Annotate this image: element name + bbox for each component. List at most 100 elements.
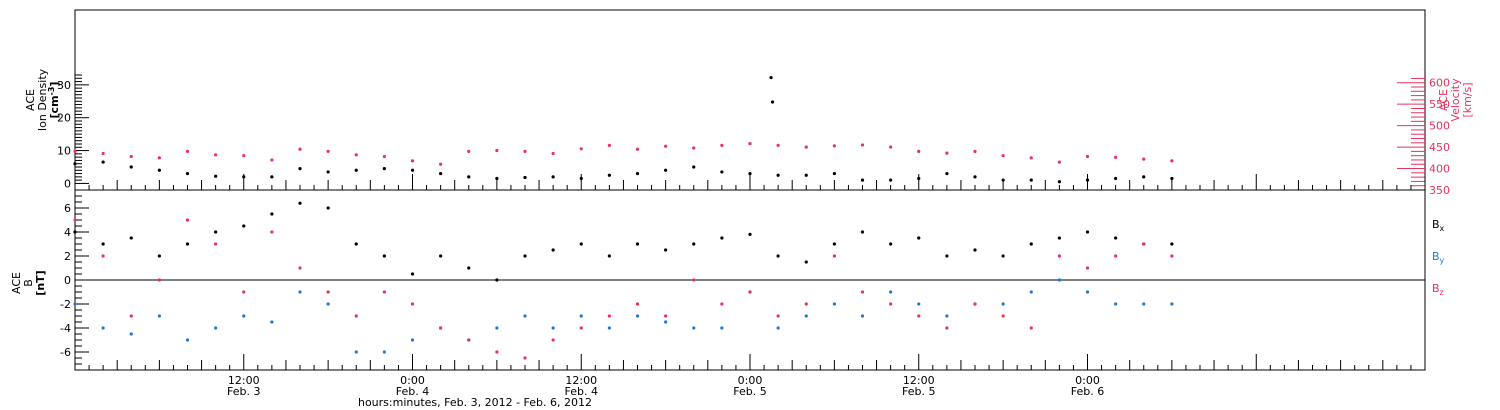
bottom-left-tick-label: 4 bbox=[64, 226, 71, 239]
density-point bbox=[298, 167, 302, 171]
bz-point bbox=[1001, 314, 1005, 318]
bx-point bbox=[185, 242, 190, 246]
bz-point bbox=[1142, 242, 1146, 246]
bx-point bbox=[467, 266, 471, 270]
density-point bbox=[185, 171, 190, 176]
bottom-left-tick-label: -4 bbox=[60, 322, 71, 335]
velocity-point bbox=[860, 143, 865, 147]
velocity-point bbox=[1170, 159, 1174, 163]
by-point bbox=[692, 326, 696, 330]
bx-point bbox=[354, 242, 358, 246]
bottom-left-tick-label: 6 bbox=[64, 202, 71, 215]
bz-point bbox=[354, 314, 358, 318]
bottom-left-tick-label: -2 bbox=[60, 298, 71, 311]
top-right-tick-label: 550 bbox=[1429, 98, 1450, 111]
density-point bbox=[635, 171, 640, 176]
legend-bx: Bx bbox=[1432, 218, 1445, 233]
bz-point bbox=[270, 230, 274, 234]
by-point bbox=[1114, 302, 1118, 306]
velocity-point bbox=[214, 153, 218, 157]
density-point bbox=[157, 168, 161, 172]
panel-top-frame bbox=[74, 9, 1426, 191]
bottom-left-axis: -6 -4 -2 0 2 4 6 bbox=[60, 195, 89, 365]
by-point bbox=[523, 314, 527, 318]
legend-by-subscript: y bbox=[1440, 256, 1445, 265]
top-right-tick-label: 450 bbox=[1429, 141, 1450, 154]
velocity-point bbox=[635, 147, 640, 151]
x-axis-title: hours:minutes, Feb. 3, 2012 - Feb. 6, 20… bbox=[358, 396, 592, 409]
density-point bbox=[1114, 176, 1118, 181]
top-right-tick-label: 350 bbox=[1429, 184, 1450, 197]
by-point bbox=[495, 326, 499, 330]
velocity-point bbox=[1029, 156, 1033, 160]
bx-point bbox=[889, 242, 893, 246]
bz-point bbox=[495, 350, 499, 354]
velocity-point bbox=[917, 149, 921, 153]
bz-point bbox=[157, 278, 161, 282]
velocity-point bbox=[1142, 157, 1146, 161]
x-tick-time-label: 12:00 bbox=[565, 374, 597, 387]
density-point bbox=[129, 165, 133, 169]
velocity-point bbox=[101, 151, 105, 156]
x-tick-time-label: 12:00 bbox=[228, 374, 260, 387]
velocity-point bbox=[523, 149, 527, 153]
bz-point bbox=[607, 314, 611, 318]
velocity-point bbox=[579, 147, 583, 151]
density-point bbox=[776, 173, 780, 177]
by-point bbox=[1029, 290, 1033, 294]
bx-point bbox=[1029, 242, 1033, 246]
bx-point bbox=[804, 260, 808, 264]
velocity-point bbox=[804, 145, 808, 149]
bz-point bbox=[917, 314, 921, 318]
bx-point bbox=[382, 254, 386, 258]
density-point bbox=[1085, 178, 1090, 182]
x-tick-date-label: Feb. 5 bbox=[733, 385, 766, 398]
bz-point bbox=[832, 254, 836, 258]
bottom-label-line1: ACE bbox=[10, 272, 23, 294]
velocity-point bbox=[270, 158, 274, 162]
velocity-point bbox=[551, 151, 555, 156]
velocity-point bbox=[692, 146, 696, 150]
bx-point bbox=[720, 236, 724, 240]
top-right-tick-label: 500 bbox=[1429, 120, 1450, 133]
bx-point bbox=[214, 230, 218, 234]
density-point bbox=[664, 168, 668, 172]
bx-point bbox=[973, 248, 977, 252]
bz-point bbox=[185, 218, 190, 222]
bx-point bbox=[832, 242, 836, 246]
density-point bbox=[467, 175, 471, 179]
velocity-point bbox=[467, 149, 471, 153]
velocity-point bbox=[298, 147, 302, 151]
density-point bbox=[748, 171, 752, 176]
bz-point bbox=[467, 338, 471, 342]
bx-point bbox=[748, 232, 752, 236]
bz-point bbox=[382, 290, 386, 294]
legend-bz: Bz bbox=[1432, 282, 1444, 297]
by-point bbox=[242, 314, 246, 318]
top-left-label-line2: Ion Density bbox=[36, 68, 49, 131]
bx-point bbox=[326, 206, 330, 210]
density-point bbox=[354, 168, 358, 172]
top-right-label-line2: Velocity bbox=[1449, 78, 1462, 122]
velocity-point bbox=[73, 149, 77, 153]
velocity-point bbox=[973, 149, 977, 153]
top-left-tick-label: 10 bbox=[57, 145, 71, 158]
top-left-unit-close: ] bbox=[48, 82, 61, 87]
bx-point bbox=[1057, 236, 1061, 240]
velocity-point bbox=[832, 144, 836, 148]
bz-point bbox=[748, 290, 752, 294]
bz-point bbox=[326, 290, 330, 294]
by-point bbox=[185, 338, 190, 342]
by-point bbox=[1001, 302, 1005, 306]
bz-point bbox=[776, 314, 780, 318]
by-point bbox=[1170, 302, 1174, 306]
bx-point bbox=[101, 242, 105, 246]
density-point bbox=[270, 175, 274, 179]
bottom-legend: Bx By Bz bbox=[1432, 218, 1445, 297]
density-point bbox=[382, 167, 386, 171]
legend-bz-name: B bbox=[1432, 282, 1440, 295]
velocity-point bbox=[354, 153, 358, 157]
bx-point bbox=[579, 242, 583, 246]
velocity-point bbox=[242, 154, 246, 158]
